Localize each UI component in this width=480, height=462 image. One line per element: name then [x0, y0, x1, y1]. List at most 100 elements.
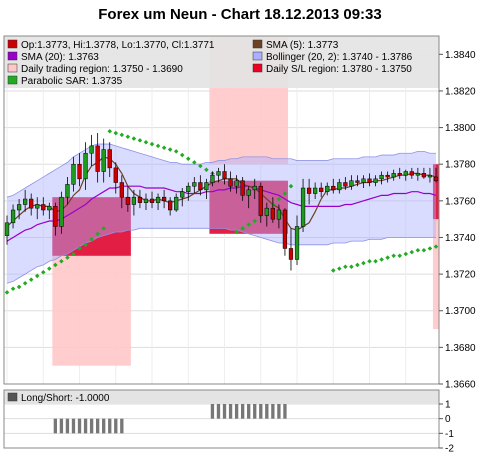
sar-dot: [113, 130, 119, 136]
candle-body: [415, 173, 420, 176]
legend-swatch: [7, 39, 18, 49]
y-tick-label: 1.3760: [445, 196, 476, 207]
candle-body: [409, 171, 414, 176]
long-short-bar: [265, 404, 269, 419]
candle-body: [59, 196, 64, 227]
sar-dot: [349, 264, 354, 270]
candle-body: [294, 226, 300, 260]
sar-dot: [433, 244, 439, 249]
candle-body: [252, 185, 257, 191]
legend-swatch: [7, 63, 18, 73]
legend-label: SMA (5): 1.3773: [266, 40, 339, 51]
sar-dot: [83, 242, 88, 248]
candle-body: [186, 185, 191, 192]
y-tick-label: 1.3820: [445, 86, 476, 97]
main-panel-border: [3, 35, 440, 385]
sar-dot: [343, 264, 348, 270]
candle-body: [367, 178, 372, 183]
sar-dot: [89, 237, 94, 242]
candle-body: [246, 189, 251, 196]
legend-swatch: [7, 51, 18, 61]
sar-dot: [53, 262, 58, 268]
candle-body: [228, 178, 233, 187]
candle-body: [53, 206, 58, 227]
candles: [4, 133, 439, 271]
candle-body: [131, 196, 137, 205]
y-tick-label: 1.3720: [445, 270, 476, 281]
candle-body: [421, 173, 427, 178]
candle-body: [319, 187, 324, 192]
sar-dot: [288, 183, 294, 189]
sar-dot: [361, 260, 366, 266]
long-short-bar: [259, 404, 263, 419]
long-short-bar: [71, 418, 76, 434]
long-short-bar: [210, 404, 215, 419]
candle-body: [95, 145, 100, 172]
long-short-bar: [271, 404, 275, 419]
long-short-bar: [277, 404, 281, 419]
long-short-bar: [59, 418, 64, 434]
long-short-bar: [102, 418, 106, 434]
candle-body: [83, 152, 88, 180]
bollinger-upper-line: [6, 143, 436, 198]
legend-label: Parabolic SAR: 1.3735: [21, 76, 123, 87]
y-tick-label: 1.3680: [445, 343, 476, 354]
candle-body: [4, 222, 10, 236]
candle-body: [143, 198, 149, 203]
candle-body: [427, 174, 433, 178]
candle-body: [10, 209, 16, 224]
sar-dot: [373, 259, 378, 264]
candle-body: [379, 174, 384, 180]
candle-body: [264, 207, 269, 216]
y-tick-label: 1.3700: [445, 306, 476, 317]
candle-body: [331, 185, 336, 191]
candle-body: [107, 149, 112, 169]
candle-body: [349, 180, 354, 187]
long-short-bar: [283, 404, 287, 419]
lower-y-tick-label: 0: [445, 414, 451, 425]
y-tick-label: 1.3660: [445, 380, 476, 391]
sar-dot: [125, 134, 131, 139]
candle-body: [65, 184, 70, 198]
candle-body: [216, 171, 221, 176]
legend-swatch: [7, 75, 18, 85]
legend-label: Bollinger (20, 2): 1.3740 - 1.3786: [266, 52, 413, 63]
candle-body: [198, 182, 203, 191]
main-y-axis: 1.3660 1.3680 1.3700 1.3720 1.3740 1.3760 1.37…: [439, 50, 476, 391]
long-short-bar: [77, 418, 82, 434]
candle-body: [373, 178, 378, 183]
sar-dot: [101, 226, 106, 231]
candle-body: [240, 180, 245, 196]
sar-dot: [409, 249, 415, 255]
candle-body: [234, 180, 239, 187]
candle-body: [397, 173, 402, 176]
candle-body: [222, 171, 227, 180]
legend-label: Daily S/L region: 1.3780 - 1.3750: [266, 64, 412, 75]
candle-body: [180, 191, 185, 198]
sma20-line: [6, 185, 437, 242]
trading-region: [432, 219, 439, 330]
lower-y-axis: 1 0 -1 -2: [439, 400, 454, 455]
long-short-bar: [95, 418, 100, 434]
long-short-bar: [89, 418, 94, 434]
candle-body: [168, 200, 173, 211]
lower-legend-text: Long/Short: -1.0000: [21, 393, 110, 404]
candle-body: [337, 182, 342, 191]
candle-body: [385, 174, 390, 178]
long-short-bar: [240, 404, 245, 419]
sar-dot: [95, 231, 100, 237]
sl-region: [432, 164, 439, 220]
long-short-bar: [114, 418, 118, 434]
legend-swatch: [252, 51, 263, 61]
sar-dot: [355, 262, 360, 268]
candle-body: [325, 185, 330, 192]
long-short-bar: [108, 418, 112, 434]
candle-body: [433, 176, 439, 181]
candle-body: [23, 198, 28, 205]
long-short-bar: [83, 418, 88, 434]
y-tick-label: 1.3840: [445, 50, 476, 61]
sar-dot: [391, 253, 396, 259]
sar-dot: [331, 268, 336, 273]
long-short-bar: [234, 404, 239, 419]
